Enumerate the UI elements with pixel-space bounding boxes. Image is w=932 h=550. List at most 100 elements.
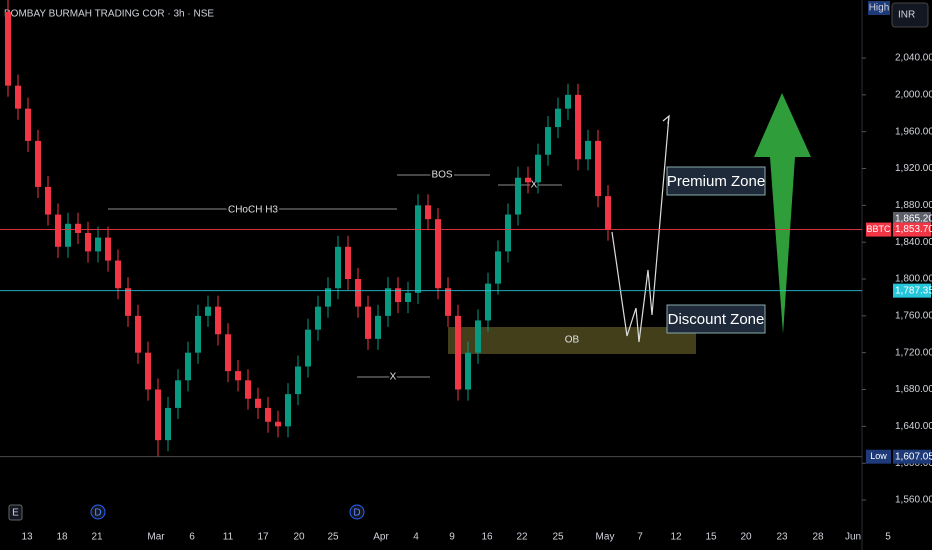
x-tick-label: Jun — [845, 532, 861, 543]
candle-body — [385, 288, 391, 316]
candle-body — [275, 421, 281, 427]
chart-title: BOMBAY BURMAH TRADING COR · 3h · NSE — [4, 9, 214, 20]
candle-body — [305, 329, 311, 367]
x-tick-label: Apr — [373, 532, 389, 543]
x-tick-label: 6 — [189, 532, 195, 543]
x-tick-label: 20 — [740, 532, 752, 543]
d-marker[interactable] — [349, 504, 365, 520]
x-tick-label: 15 — [705, 532, 717, 543]
high-badge — [868, 1, 890, 15]
x-tick-label: Mar — [147, 532, 165, 543]
d-label: D — [353, 508, 360, 519]
currency-label: INR — [898, 10, 915, 21]
d-marker[interactable] — [90, 504, 106, 520]
candle-body — [525, 177, 531, 183]
candle-body — [555, 108, 561, 128]
bos-label: BOS — [431, 170, 452, 181]
discount-label: Discount Zone — [668, 311, 765, 328]
projection-arrowhead — [662, 114, 670, 125]
candle-body — [145, 352, 151, 390]
candle-body — [585, 140, 591, 160]
x-tick-label: 28 — [812, 532, 824, 543]
price-badge-label: 1,853.70 — [895, 224, 932, 235]
x-tick-label: 5 — [885, 532, 891, 543]
y-tick-label: 1,640.00 — [895, 421, 932, 432]
candle-body — [605, 196, 611, 230]
candle-body — [315, 306, 321, 330]
currency-box[interactable] — [891, 2, 929, 28]
candle-body — [195, 315, 201, 353]
x-tick-label: 17 — [257, 532, 269, 543]
candle-body — [515, 177, 521, 215]
candle-body — [35, 140, 41, 187]
candle-body — [165, 407, 171, 441]
candle-body — [535, 154, 541, 183]
price-badge-label: 1,607.05 — [895, 451, 932, 462]
x-tick-label: 12 — [670, 532, 682, 543]
candle-body — [25, 108, 31, 141]
candle-body — [485, 283, 491, 321]
x-tick-label: 4 — [413, 532, 419, 543]
candle-body — [115, 260, 121, 289]
x-tick-label: 7 — [637, 532, 643, 543]
candle-body — [405, 292, 411, 303]
y-tick-label: 1,880.00 — [895, 200, 932, 211]
candle-body — [435, 219, 441, 289]
candle-body — [105, 237, 111, 261]
candle-body — [45, 186, 51, 215]
price-badge — [893, 283, 931, 298]
candle-body — [455, 315, 461, 390]
price-badge-label: 1,787.35 — [895, 285, 932, 296]
price-badge — [893, 222, 931, 237]
candle-body — [505, 214, 511, 252]
x-tick-label: 9 — [449, 532, 455, 543]
candle-body — [75, 223, 81, 233]
candle-body — [65, 223, 71, 247]
candle-body — [445, 288, 451, 316]
candle-body — [155, 389, 161, 441]
candle-body — [565, 94, 571, 109]
candle-body — [5, 11, 11, 86]
candle-body — [185, 352, 191, 381]
candle-body — [205, 306, 211, 316]
candle-body — [375, 315, 381, 339]
candle-body — [135, 315, 141, 353]
choch-label: CHoCH H3 — [228, 205, 278, 216]
candle-body — [355, 279, 361, 307]
high-label: High — [869, 3, 890, 14]
candle-body — [395, 288, 401, 303]
candle-body — [175, 380, 181, 408]
premium-label: Premium Zone — [667, 173, 765, 190]
e-marker[interactable] — [8, 504, 23, 521]
candle-body — [365, 306, 371, 339]
candle-body — [475, 320, 481, 353]
candle-body — [215, 306, 221, 335]
d-label: D — [94, 508, 101, 519]
x-tick-label: 25 — [552, 532, 564, 543]
candle-body — [255, 398, 261, 408]
candle-body — [595, 140, 601, 197]
candle-body — [575, 94, 581, 160]
price-name-label: BBTC — [866, 224, 891, 234]
x-label: X — [531, 180, 538, 191]
x-tick-label: 13 — [21, 532, 33, 543]
candle-body — [345, 246, 351, 280]
premium-box — [666, 166, 766, 196]
y-tick-label: 1,920.00 — [895, 163, 932, 174]
candle-body — [85, 232, 91, 252]
up-arrow — [754, 93, 811, 334]
y-tick-label: 1,560.00 — [895, 495, 932, 506]
candle-body — [125, 288, 131, 316]
candle-body — [465, 352, 471, 390]
price-badge — [893, 211, 931, 226]
candle-body — [225, 334, 231, 372]
x-tick-label: 16 — [481, 532, 493, 543]
x-tick-label: 23 — [776, 532, 788, 543]
y-tick-label: 1,680.00 — [895, 384, 932, 395]
y-tick-label: 1,960.00 — [895, 126, 932, 137]
x-tick-label: 22 — [516, 532, 528, 543]
candle-body — [545, 127, 551, 155]
ob-zone — [448, 327, 696, 354]
